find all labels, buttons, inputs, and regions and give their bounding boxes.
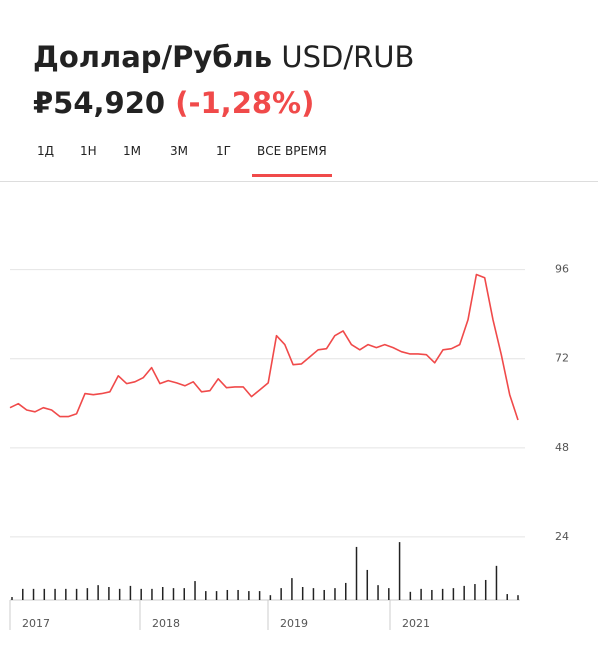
price-line [9,273,519,421]
y-tick-label: 72 [555,352,569,365]
price-row: ₽54,920 (-1,28%) [33,86,314,120]
tab[interactable]: 1Г [216,144,231,158]
price: ₽54,920 [33,86,166,120]
x-tick-label: 2017 [22,617,50,630]
y-tick-label: 96 [555,263,569,276]
change: (-1,28%) [175,86,315,120]
tab[interactable]: 3М [170,144,188,158]
title-row: Доллар/Рубль USD/RUB [33,40,414,74]
y-tick-label: 24 [555,530,569,543]
x-tick-label: 2019 [280,617,308,630]
tab[interactable]: ВСЕ ВРЕМЯ [252,144,332,177]
y-tick-label: 48 [555,441,569,454]
ticker: USD/RUB [281,40,415,74]
tab[interactable]: 1Д [37,144,55,158]
x-tick-label: 2018 [152,617,180,630]
tab-bar: 1Д 1Н 1М 3М 1Г ВСЕ ВРЕМЯ [0,141,598,182]
tab[interactable]: 1Н [80,144,97,158]
x-tick-label: 2021 [402,617,430,630]
tab[interactable]: 1М [123,144,141,158]
title: Доллар/Рубль [33,40,273,74]
